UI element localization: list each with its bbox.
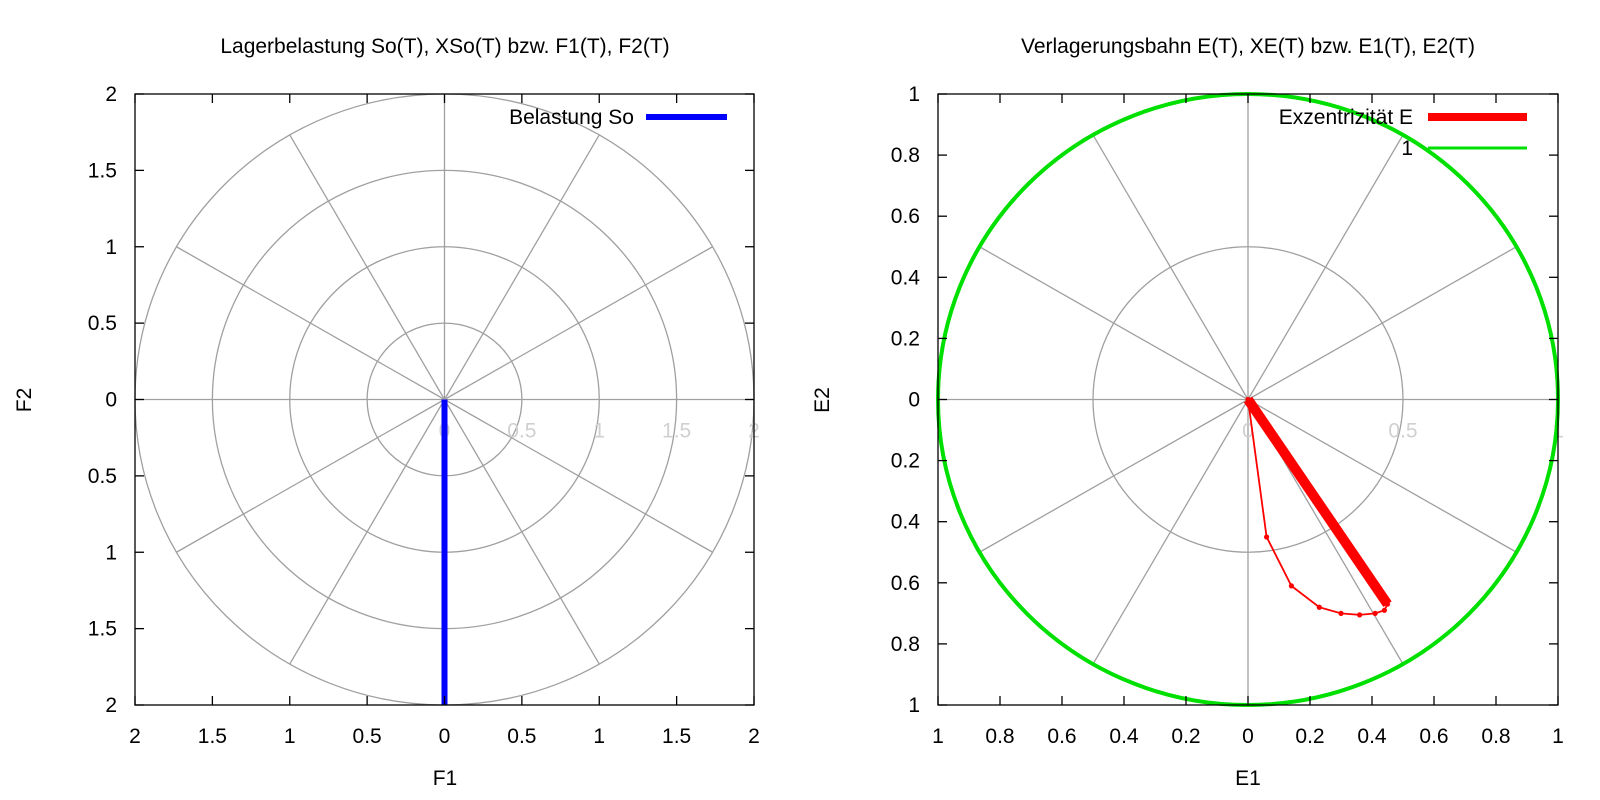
y-tick-label: 1 [908,83,920,106]
x-tick-label: 0 [1242,725,1254,748]
y-axis-label: E2 [811,387,834,413]
grid-spoke [176,246,445,401]
x-tick-label: 0.8 [1481,725,1510,748]
grid-spoke [1247,134,1404,400]
x-tick-label: 1.5 [662,725,691,748]
x-tick-label: 0.6 [1419,725,1448,748]
grid-spoke [289,399,446,665]
x-tick-label: 1 [932,725,944,748]
radial-tick-label: 0.5 [507,420,536,443]
grid-spoke [289,134,446,400]
y-tick-label: 1.5 [88,159,117,182]
y-tick-label: 0.5 [88,465,117,488]
x-tick-label: 0.2 [1295,725,1324,748]
grid-spoke [979,246,1249,401]
y-tick-label: 0.6 [891,205,920,228]
y-tick-label: 0.4 [891,511,921,534]
series-path-point [1384,601,1391,607]
grid-spoke [979,398,1249,553]
grid-spoke [176,398,445,553]
radial-tick-label: 1 [593,420,605,443]
grid-spoke [444,398,713,553]
y-axis-label: F2 [13,388,36,413]
x-tick-label: 2 [748,725,760,748]
y-tick-label: 1 [105,541,117,564]
chart-displacement-title: Verlagerungsbahn E(T), XE(T) bzw. E1(T),… [1021,35,1475,58]
grid-spoke [443,399,600,665]
y-tick-label: 0.6 [891,572,920,595]
x-tick-label: 0.8 [985,725,1014,748]
x-tick-label: 0.5 [507,725,536,748]
series-path-point [1372,610,1378,616]
x-tick-label: 0.2 [1171,725,1200,748]
axis-ticks: 1 0.8 0.6 0.4 0.2 0 0.2 0.4 0.6 0.8 110.80.60.40.2… [891,83,1564,748]
chart-bearing-load-title: Lagerbelastung So(T), XSo(T) bzw. F1(T),… [220,35,669,58]
series-exzentrizitaet-line [1243,396,1392,608]
legend-label-exzentrizitaet: Exzentrizität E [1279,106,1413,129]
legend: Exzentrizität E 1 [1279,106,1527,160]
series-path-point [1264,534,1270,540]
chart-bearing-load: Lagerbelastung So(T), XSo(T) bzw. F1(T),… [13,35,760,790]
y-tick-label: 0.2 [891,450,920,473]
x-axis-label: F1 [433,767,458,790]
x-axis-label: E1 [1235,767,1261,790]
y-tick-label: 0.4 [891,266,921,289]
y-tick-label: 0 [908,389,920,412]
x-tick-label: 1 [1552,725,1564,748]
x-tick-label: 2 [129,725,141,748]
grid-spoke [443,134,600,400]
series-path-point [1245,396,1251,403]
grid-spoke [1092,399,1249,665]
grid-spoke [444,246,713,401]
axis-ticks: 2 1.5 1 0.5 0 0.5 1 1.5 221.510.500.511.52 [88,83,760,748]
series-path-point [1316,604,1322,610]
grid-spoke [1247,246,1517,401]
legend: Belastung So [509,106,727,129]
legend-label-unit-circle: 1 [1401,137,1413,160]
grid-spoke [1247,398,1517,553]
y-tick-label: 0 [105,389,117,412]
y-tick-label: 0.5 [88,312,117,335]
radial-tick-label: 0.5 [1388,420,1417,443]
radial-tick-label: 0 [1242,420,1254,443]
x-tick-label: 0.4 [1109,725,1139,748]
y-tick-label: 1.5 [88,618,117,641]
y-tick-label: 0.2 [891,327,920,350]
series-path-point [1381,607,1387,613]
x-tick-label: 1 [593,725,605,748]
series-path-point [1338,610,1344,616]
series-path-point [1357,612,1363,618]
x-tick-label: 0.5 [353,725,382,748]
x-tick-label: 1 [284,725,296,748]
radial-tick-label: 1.5 [662,420,691,443]
chart-displacement-path: Verlagerungsbahn E(T), XE(T) bzw. E1(T),… [811,35,1564,790]
y-tick-label: 0.8 [891,633,920,656]
x-tick-label: 0.6 [1047,725,1076,748]
x-tick-label: 0 [439,725,451,748]
y-tick-label: 2 [105,694,117,717]
x-tick-label: 0.4 [1357,725,1387,748]
y-tick-label: 0.8 [891,144,920,167]
y-tick-label: 2 [105,83,117,106]
y-tick-label: 1 [105,236,117,259]
x-tick-label: 1.5 [198,725,227,748]
y-tick-label: 1 [908,694,920,717]
legend-label-belastung: Belastung So [509,106,634,129]
series-path-point [1288,583,1294,589]
grid-spoke [1092,134,1249,400]
